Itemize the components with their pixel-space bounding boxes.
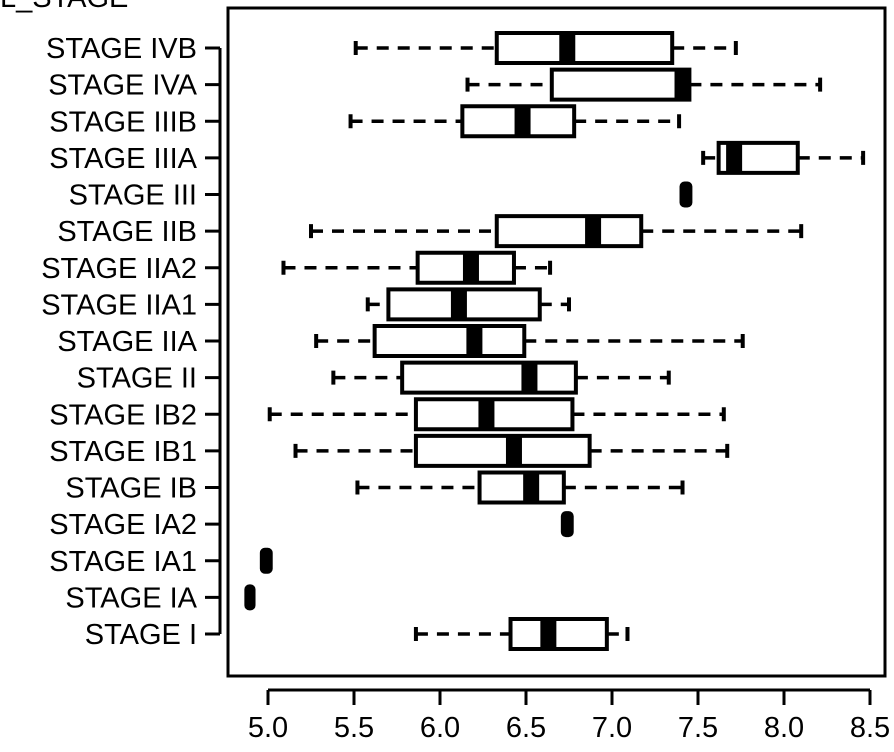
box-median xyxy=(674,69,691,100)
x-tick-label: 8.0 xyxy=(764,712,804,744)
box-iqr xyxy=(508,617,609,651)
box-median xyxy=(478,399,495,430)
y-tick-label: STAGE IVB xyxy=(46,33,197,65)
box-degenerate xyxy=(679,181,693,208)
plot-frame xyxy=(226,6,887,678)
box-median xyxy=(559,33,576,63)
box-iqr xyxy=(549,67,692,102)
y-tick-label: STAGE IA xyxy=(65,582,197,614)
y-tick-label: STAGE IA1 xyxy=(49,546,197,578)
x-tick-label: 6.0 xyxy=(420,712,460,744)
y-tick-label: STAGE IB1 xyxy=(49,436,197,468)
y-tick-label: STAGE IA2 xyxy=(49,509,197,541)
y-tick-label: STAGE IIB xyxy=(57,216,197,248)
y-tick-label: STAGE IB xyxy=(65,473,197,505)
box-median xyxy=(521,362,538,393)
y-tick-label: STAGE IVA xyxy=(48,70,197,102)
box-iqr xyxy=(494,31,675,65)
x-tick-label: 6.5 xyxy=(506,712,546,744)
y-tick-label: STAGE II xyxy=(77,363,197,395)
y-tick-label: STAGE IIA xyxy=(57,326,197,358)
x-tick-label: 7.0 xyxy=(592,712,632,744)
box-iqr xyxy=(372,324,527,358)
x-tick-label: 8.5 xyxy=(850,712,890,744)
box-median xyxy=(585,216,602,247)
box-iqr xyxy=(400,360,578,395)
y-tick-label: STAGE IIA2 xyxy=(41,253,197,285)
x-tick-label: 5.5 xyxy=(334,712,374,744)
box-median xyxy=(540,619,557,649)
y-tick-label: STAGE IIA1 xyxy=(41,289,197,321)
box-iqr xyxy=(477,470,566,505)
y-tick-label: STAGE IIIA xyxy=(49,143,197,175)
box-median xyxy=(523,472,540,503)
box-degenerate xyxy=(244,584,256,611)
x-tick-label: 5.0 xyxy=(248,712,288,744)
box-median xyxy=(726,142,743,173)
box-median xyxy=(505,435,522,466)
box-median xyxy=(514,106,531,137)
box-iqr xyxy=(494,214,644,249)
box-degenerate xyxy=(560,511,574,538)
chart-title: L_STAGE xyxy=(0,0,128,13)
y-tick-label: STAGE I xyxy=(85,619,197,651)
box-iqr xyxy=(413,433,592,468)
box-median xyxy=(450,289,467,320)
x-tick-label: 7.5 xyxy=(678,712,718,744)
box-median xyxy=(466,326,483,356)
y-tick-label: STAGE III xyxy=(69,180,197,212)
y-tick-label: STAGE IIIB xyxy=(49,106,197,138)
box-median xyxy=(462,252,479,283)
box-degenerate xyxy=(259,547,273,574)
y-tick-label: STAGE IB2 xyxy=(49,399,197,431)
